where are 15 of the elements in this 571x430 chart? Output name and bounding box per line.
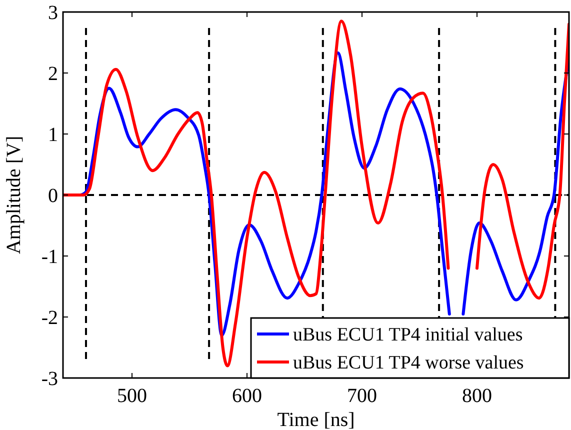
y-axis-title: Amplitude [V] [3,136,25,254]
x-axis-title: Time [ns] [277,409,355,430]
y-tick-label: 3 [48,2,58,24]
legend-label: uBus ECU1 TP4 worse values [293,352,524,374]
y-tick-label: 2 [48,63,58,85]
y-tick-label: 0 [48,185,58,207]
x-tick-label: 600 [232,385,262,407]
x-tick-label: 700 [347,385,377,407]
legend-label: uBus ECU1 TP4 initial values [293,324,523,346]
x-tick-label: 500 [117,385,147,407]
y-tick-label: -1 [41,246,58,268]
y-tick-label: -3 [41,368,58,390]
y-tick-label: 1 [48,124,58,146]
x-tick-label: 800 [462,385,492,407]
y-tick-label: -2 [41,307,58,329]
